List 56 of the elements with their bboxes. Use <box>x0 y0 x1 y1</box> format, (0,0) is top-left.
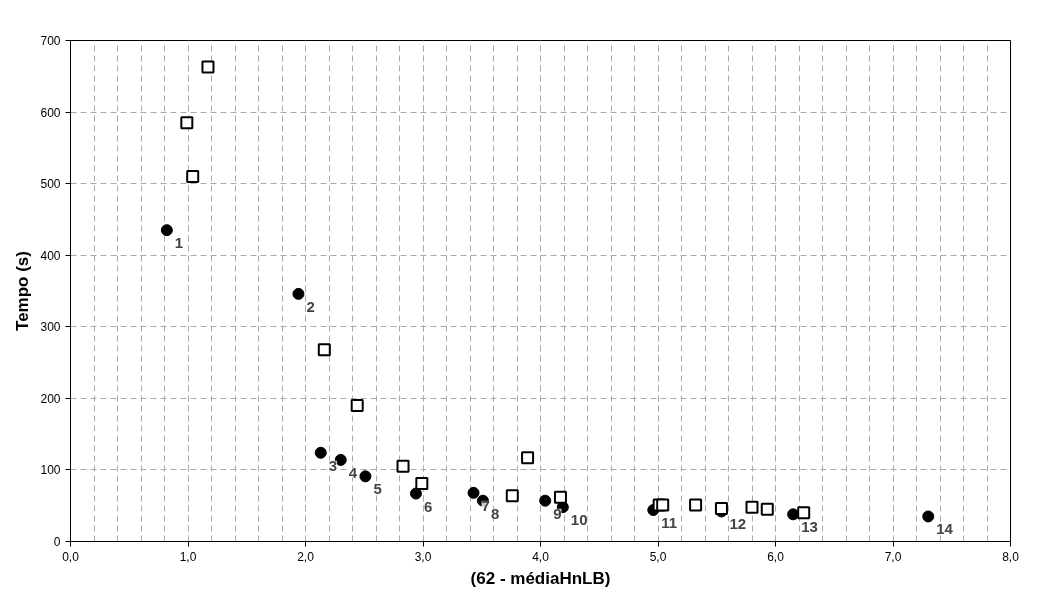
annotation: 4 <box>348 463 358 481</box>
point <box>350 399 364 413</box>
annotation: 8 <box>490 504 500 522</box>
point <box>292 287 305 300</box>
x-tick-label: 6,0 <box>767 549 785 564</box>
annotation: 11 <box>661 514 678 532</box>
point <box>539 494 552 507</box>
point <box>760 502 774 516</box>
point <box>160 224 173 237</box>
annotation: 12 <box>729 515 747 533</box>
x-axis-title: (62 - médiaHnLB) <box>470 568 611 588</box>
x-tick-label: 7,0 <box>884 549 902 564</box>
point <box>689 498 703 512</box>
point <box>186 169 200 183</box>
point <box>201 60 215 74</box>
y-tick-label: 100 <box>40 463 61 478</box>
point <box>745 500 759 514</box>
y-tick-label: 600 <box>40 105 61 120</box>
y-tick-label: 200 <box>40 391 61 406</box>
point <box>180 116 194 130</box>
annotation: 1 <box>174 234 184 252</box>
x-tick-label: 4,0 <box>532 549 550 564</box>
point <box>314 446 327 459</box>
annotation: 13 <box>801 518 818 536</box>
point <box>467 486 480 499</box>
x-tick-label: 5,0 <box>649 549 667 564</box>
y-axis-title: Tempo (s) <box>13 251 33 331</box>
y-tick-label: 700 <box>40 34 61 48</box>
point <box>317 343 331 357</box>
point <box>797 506 811 520</box>
x-tick-label: 0,0 <box>62 549 80 564</box>
y-tick-label: 500 <box>40 177 61 192</box>
annotation: 5 <box>373 480 382 498</box>
annotation: 14 <box>936 520 954 538</box>
annotation: 3 <box>328 456 338 474</box>
annotation: 2 <box>306 297 315 315</box>
annotation: 7 <box>481 496 490 514</box>
y-tick-label: 400 <box>40 248 61 263</box>
point <box>396 459 410 473</box>
point <box>359 470 372 483</box>
x-tick-label: 8,0 <box>1002 549 1020 564</box>
point <box>415 477 429 491</box>
point <box>656 498 670 512</box>
x-tick-label: 2,0 <box>297 549 315 564</box>
x-tick-label: 1,0 <box>179 549 197 564</box>
annotation: 9 <box>553 504 562 522</box>
point <box>922 510 935 523</box>
y-tick-label: 300 <box>40 320 61 335</box>
y-tick-label: 0 <box>53 535 61 549</box>
point <box>409 487 422 500</box>
point <box>505 489 519 503</box>
point <box>553 490 567 504</box>
annotation: 10 <box>570 511 588 529</box>
point <box>521 451 535 465</box>
x-tick-label: 3,0 <box>414 549 432 564</box>
annotation: 6 <box>423 497 433 515</box>
